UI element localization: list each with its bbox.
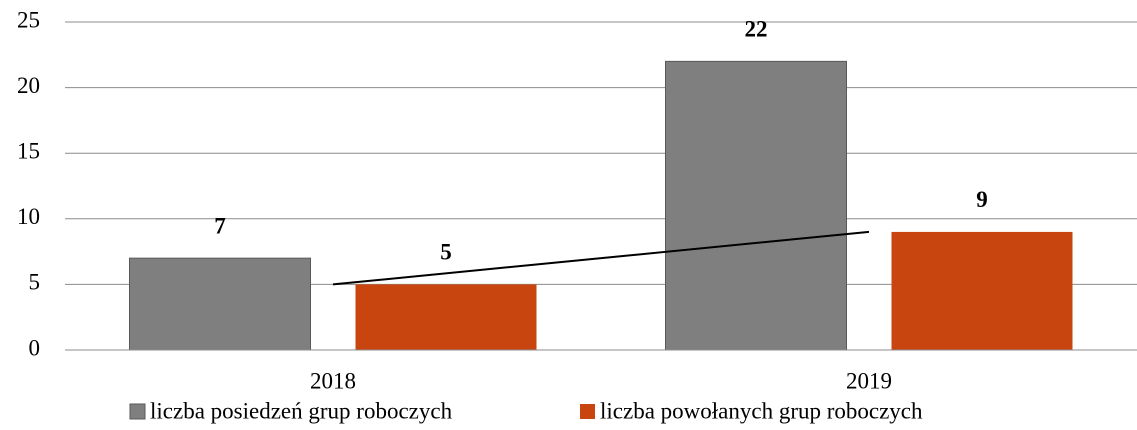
y-tick-label: 0 xyxy=(29,335,41,360)
bar xyxy=(129,257,311,351)
data-label: 22 xyxy=(745,17,768,42)
y-tick-label: 15 xyxy=(17,138,40,163)
legend-swatch xyxy=(580,404,595,419)
bar xyxy=(891,231,1073,350)
bar xyxy=(355,284,537,350)
legend-swatch xyxy=(129,403,146,420)
data-label: 5 xyxy=(440,240,452,265)
data-label: 9 xyxy=(976,187,988,212)
y-tick-label: 25 xyxy=(17,7,40,32)
legend-label: liczba powołanych grup roboczych xyxy=(600,398,923,423)
y-tick-label: 10 xyxy=(17,204,40,229)
x-tick-label: 2019 xyxy=(846,368,892,393)
y-tick-label: 5 xyxy=(29,270,41,295)
trend-line xyxy=(332,230,870,286)
legend-label: liczba posiedzeń grup roboczych xyxy=(150,398,453,423)
x-tick-label: 2018 xyxy=(310,368,356,393)
y-tick-label: 20 xyxy=(17,73,40,98)
data-label: 7 xyxy=(214,213,226,238)
bar xyxy=(665,60,847,351)
